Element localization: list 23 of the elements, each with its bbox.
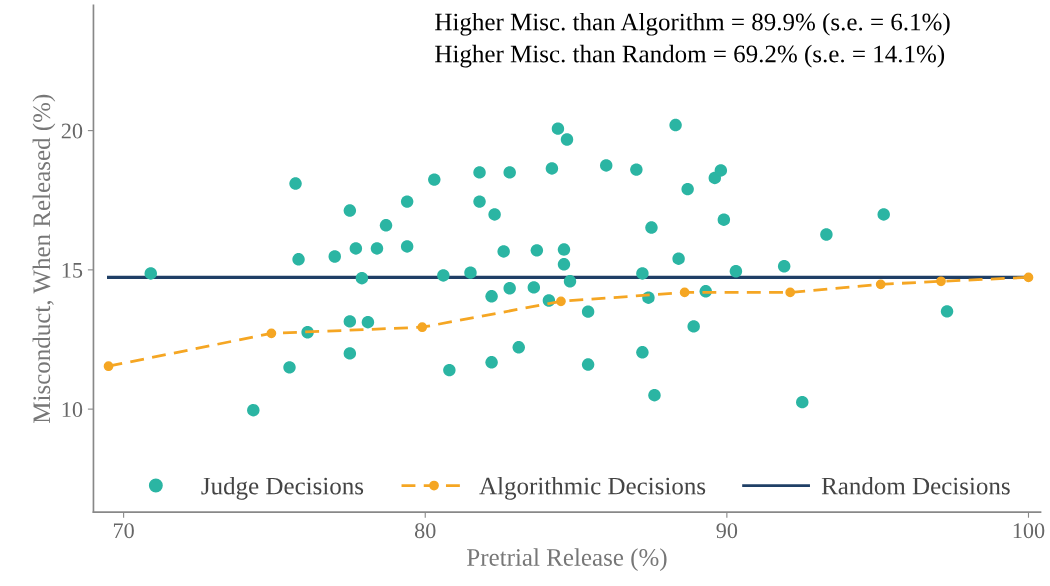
y-tick-label: 15 (62, 262, 83, 278)
point (785, 287, 796, 298)
x-tick-label: 70 (113, 523, 134, 539)
annotation: Higher Misc. than Random = 69.2% (s.e. = 14.1%) (435, 44, 945, 68)
point (1023, 272, 1034, 283)
point (875, 279, 886, 290)
annotation: Higher Misc. than Algorithm = 89.9% (s.e. = 6.1%) (435, 12, 950, 36)
x-tick-label: 90 (716, 523, 738, 539)
y-tick-label: 20 (61, 123, 83, 139)
x-axis-title: Pretrial Release (%) (467, 548, 667, 571)
legend-label: Algorithmic Decisions (479, 476, 706, 500)
x-tick-label: 80 (414, 523, 436, 539)
point (556, 296, 566, 307)
point (679, 287, 690, 298)
x-tick-label: 100 (1013, 523, 1045, 539)
point (266, 328, 277, 339)
point (103, 361, 114, 372)
y-tick-label: 10 (62, 402, 83, 418)
legend-label: Random Decisions (821, 476, 1010, 495)
legend-label: Judge Decisions (201, 476, 364, 500)
y-axis-title: Misconduct, When Released (%) (32, 94, 56, 424)
point (936, 276, 946, 287)
point (417, 322, 428, 333)
